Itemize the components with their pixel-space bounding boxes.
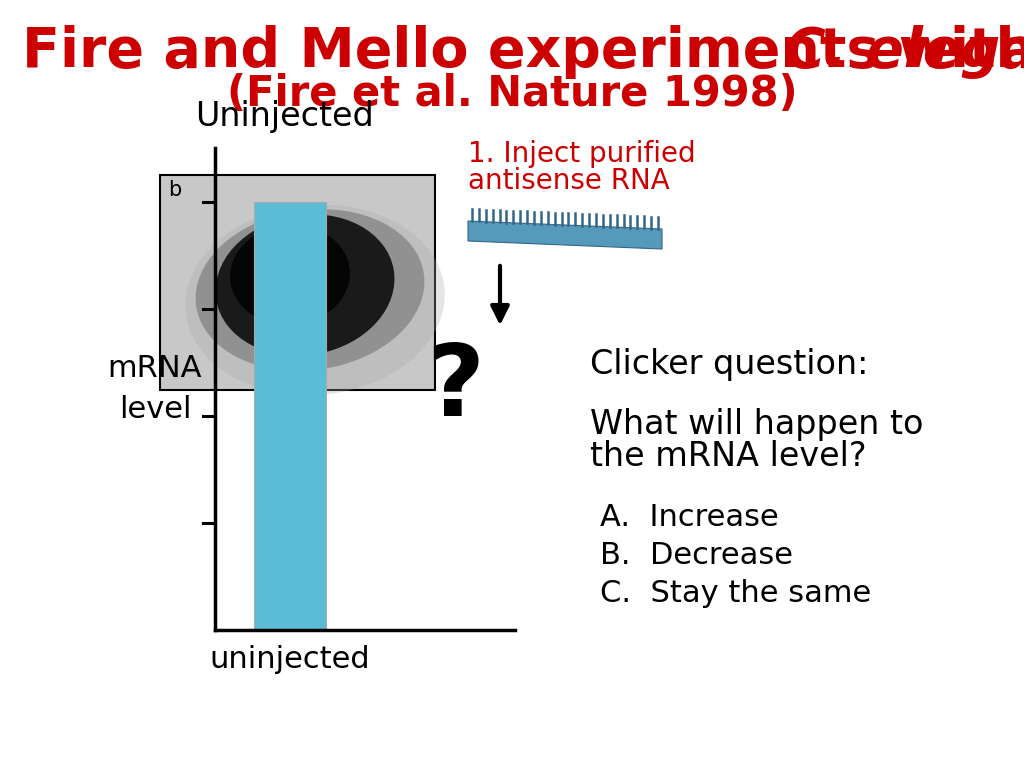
Ellipse shape [230,225,350,325]
Text: C.  Stay the same: C. Stay the same [600,579,871,608]
Text: (Fire et al. Nature 1998): (Fire et al. Nature 1998) [226,73,798,115]
Ellipse shape [215,214,394,356]
Text: mRNA
level: mRNA level [108,354,203,424]
Text: Clicker question:: Clicker question: [590,348,868,381]
Text: B.  Decrease: B. Decrease [600,541,793,570]
Text: ?: ? [426,339,484,436]
Text: Fire and Mello experiments with: Fire and Mello experiments with [22,25,1024,79]
Text: uninjected: uninjected [210,645,371,674]
Text: Uninjected: Uninjected [196,100,375,133]
Text: the mRNA level?: the mRNA level? [590,440,866,473]
Text: b: b [168,180,181,200]
Ellipse shape [185,205,444,396]
Text: What will happen to: What will happen to [590,408,924,441]
Text: 1. Inject purified: 1. Inject purified [468,140,695,168]
Text: A.  Increase: A. Increase [600,503,778,532]
Bar [160,175,435,390]
Text: antisense RNA: antisense RNA [468,167,670,195]
Polygon shape [468,221,662,249]
Bar [254,201,326,630]
Ellipse shape [196,209,424,371]
Text: C. elegans: C. elegans [785,25,1024,79]
